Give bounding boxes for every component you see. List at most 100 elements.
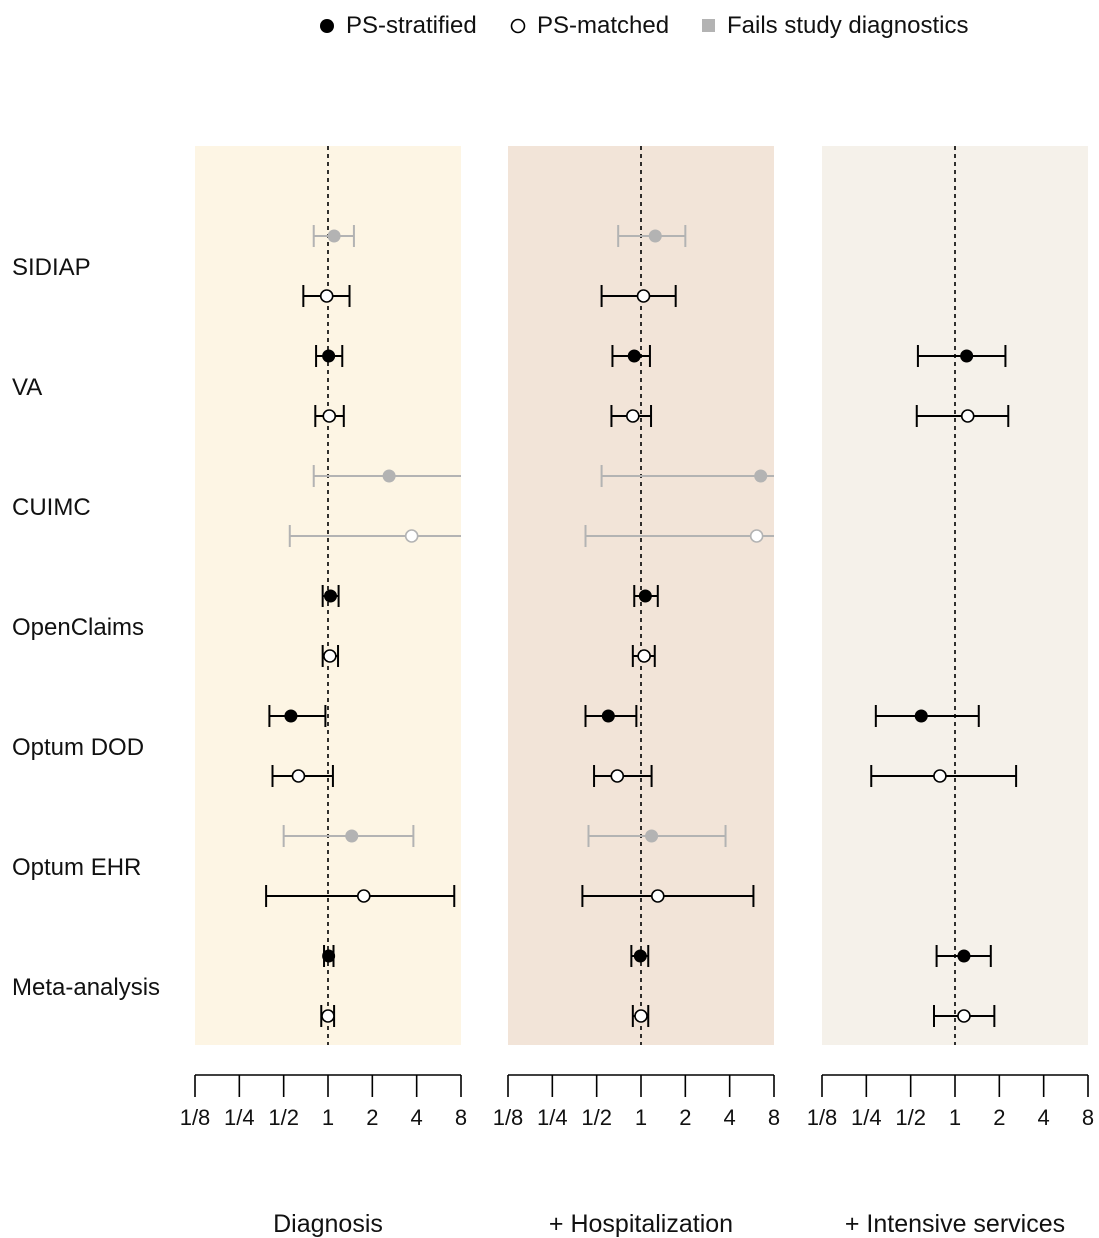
estimate-openclaims-ps-matched bbox=[631, 645, 656, 667]
estimate-optum-dod-ps-matched bbox=[870, 765, 1018, 787]
point-estimate-open bbox=[356, 889, 371, 903]
point-estimate-filled bbox=[645, 829, 659, 843]
point-estimate-filled bbox=[957, 949, 971, 963]
point-estimate-open bbox=[322, 409, 337, 423]
legend-marker-ps-stratified bbox=[320, 19, 334, 33]
point-estimate-open bbox=[404, 529, 419, 543]
estimate-va-ps-matched bbox=[915, 405, 1010, 427]
point-estimate-open bbox=[291, 769, 306, 783]
estimate-meta-analysis-ps-matched bbox=[320, 1005, 336, 1027]
estimate-optum-ehr-ps-stratified bbox=[282, 825, 415, 847]
point-estimate-filled bbox=[324, 589, 338, 603]
point-estimate-open bbox=[637, 649, 651, 663]
x-tick-label: 4 bbox=[724, 1105, 736, 1130]
point-estimate-filled bbox=[345, 829, 359, 843]
estimate-meta-analysis-ps-stratified bbox=[322, 945, 336, 967]
database-label-openclaims: OpenClaims bbox=[12, 614, 144, 641]
x-tick-label: 1/2 bbox=[581, 1105, 612, 1130]
estimate-cuimc-ps-stratified bbox=[600, 465, 774, 487]
panel-title: Diagnosis bbox=[273, 1210, 383, 1238]
point-estimate-open bbox=[626, 409, 640, 423]
estimate-cuimc-ps-stratified bbox=[312, 465, 461, 487]
estimate-optum-dod-ps-matched bbox=[271, 765, 334, 787]
database-label-va: VA bbox=[12, 374, 42, 401]
point-estimate-filled bbox=[327, 229, 341, 243]
x-tick-label: 4 bbox=[1038, 1105, 1050, 1130]
point-estimate-filled bbox=[754, 469, 768, 483]
point-estimate-filled bbox=[638, 589, 652, 603]
estimate-optum-ehr-ps-matched bbox=[581, 885, 755, 907]
legend-label-fails-diagnostics: Fails study diagnostics bbox=[727, 12, 968, 39]
point-estimate-open bbox=[957, 1009, 971, 1023]
x-tick-label: 2 bbox=[679, 1105, 691, 1130]
estimate-sidiap-ps-stratified bbox=[312, 225, 355, 247]
estimate-meta-analysis-ps-stratified bbox=[935, 945, 992, 967]
estimate-va-ps-matched bbox=[314, 405, 345, 427]
estimate-openclaims-ps-stratified bbox=[633, 585, 659, 607]
panel-hospitalization: 1/8 1/4 1/2 1 2 4 8 + Hospitalization bbox=[493, 146, 780, 1238]
estimate-va-ps-matched bbox=[610, 405, 653, 427]
x-tick-label: 1 bbox=[635, 1105, 647, 1130]
x-tick-label: 1/4 bbox=[851, 1105, 882, 1130]
legend-label-ps-matched: PS-matched bbox=[537, 12, 669, 39]
x-tick-label: 8 bbox=[455, 1105, 467, 1130]
x-tick-label: 1/8 bbox=[493, 1105, 524, 1130]
database-labels: SIDIAP VA CUIMC OpenClaims Optum DOD Optum EH… bbox=[12, 254, 160, 1001]
point-estimate-open bbox=[610, 769, 625, 783]
estimate-sidiap-ps-matched bbox=[600, 285, 677, 307]
estimate-sidiap-ps-stratified bbox=[617, 225, 687, 247]
point-estimate-filled bbox=[960, 349, 974, 363]
point-estimate-open bbox=[319, 289, 334, 303]
x-tick-label: 4 bbox=[411, 1105, 423, 1130]
point-estimate-filled bbox=[322, 949, 336, 963]
legend-label-ps-stratified: PS-stratified bbox=[346, 12, 477, 39]
estimate-openclaims-ps-matched bbox=[321, 645, 340, 667]
estimate-cuimc-ps-matched bbox=[288, 525, 461, 547]
point-estimate-open bbox=[650, 889, 665, 903]
estimate-va-ps-stratified bbox=[916, 345, 1007, 367]
panel-diagnosis: 1/8 1/4 1/2 1 2 4 8 Diagnosis bbox=[180, 146, 467, 1238]
legend-marker-fails-diagnostics bbox=[702, 19, 715, 32]
panel-intensive-services: 1/8 1/4 1/2 1 2 4 8 + Intensive services bbox=[807, 146, 1094, 1238]
x-tick-label: 1/8 bbox=[807, 1105, 838, 1130]
point-estimate-filled bbox=[914, 709, 928, 723]
panel-title: + Hospitalization bbox=[549, 1210, 733, 1238]
estimate-va-ps-stratified bbox=[315, 345, 344, 367]
point-estimate-filled bbox=[284, 709, 298, 723]
point-estimate-filled bbox=[648, 229, 662, 243]
panels: 1/8 1/4 1/2 1 2 4 8 Diagnosis 1/8 1/4 1/2 1 2 4 8 + Hos… bbox=[180, 146, 1094, 1238]
estimate-optum-dod-ps-stratified bbox=[874, 705, 980, 727]
x-tick-label: 1 bbox=[949, 1105, 961, 1130]
database-label-cuimc: CUIMC bbox=[12, 494, 91, 521]
estimate-optum-dod-ps-stratified bbox=[584, 705, 638, 727]
estimate-optum-ehr-ps-matched bbox=[265, 885, 456, 907]
estimate-sidiap-ps-matched bbox=[302, 285, 351, 307]
estimate-cuimc-ps-matched bbox=[584, 525, 774, 547]
point-estimate-filled bbox=[601, 709, 615, 723]
estimate-meta-analysis-ps-matched bbox=[631, 1005, 650, 1027]
database-label-meta-analysis: Meta-analysis bbox=[12, 974, 160, 1001]
x-tick-label: 1/2 bbox=[895, 1105, 926, 1130]
legend: PS-stratified PS-matched Fails study dia… bbox=[320, 12, 968, 39]
panel-title: + Intensive services bbox=[845, 1210, 1065, 1238]
x-tick-label: 8 bbox=[1082, 1105, 1094, 1130]
point-estimate-filled bbox=[627, 349, 641, 363]
x-tick-label: 1/8 bbox=[180, 1105, 211, 1130]
x-tick-label: 1/4 bbox=[537, 1105, 568, 1130]
estimate-meta-analysis-ps-matched bbox=[932, 1005, 996, 1027]
estimate-optum-dod-ps-stratified bbox=[268, 705, 327, 727]
point-estimate-filled bbox=[322, 349, 336, 363]
x-tick-label: 1/4 bbox=[224, 1105, 255, 1130]
x-tick-label: 2 bbox=[366, 1105, 378, 1130]
point-estimate-open bbox=[321, 1009, 335, 1023]
x-tick-label: 1 bbox=[322, 1105, 334, 1130]
point-estimate-filled bbox=[382, 469, 396, 483]
point-estimate-open bbox=[323, 649, 337, 663]
x-tick-label: 8 bbox=[768, 1105, 780, 1130]
point-estimate-open bbox=[634, 1009, 648, 1023]
database-label-sidiap: SIDIAP bbox=[12, 254, 91, 281]
point-estimate-open bbox=[933, 769, 947, 783]
database-label-optum-ehr: Optum EHR bbox=[12, 854, 141, 881]
estimate-optum-ehr-ps-stratified bbox=[587, 825, 727, 847]
